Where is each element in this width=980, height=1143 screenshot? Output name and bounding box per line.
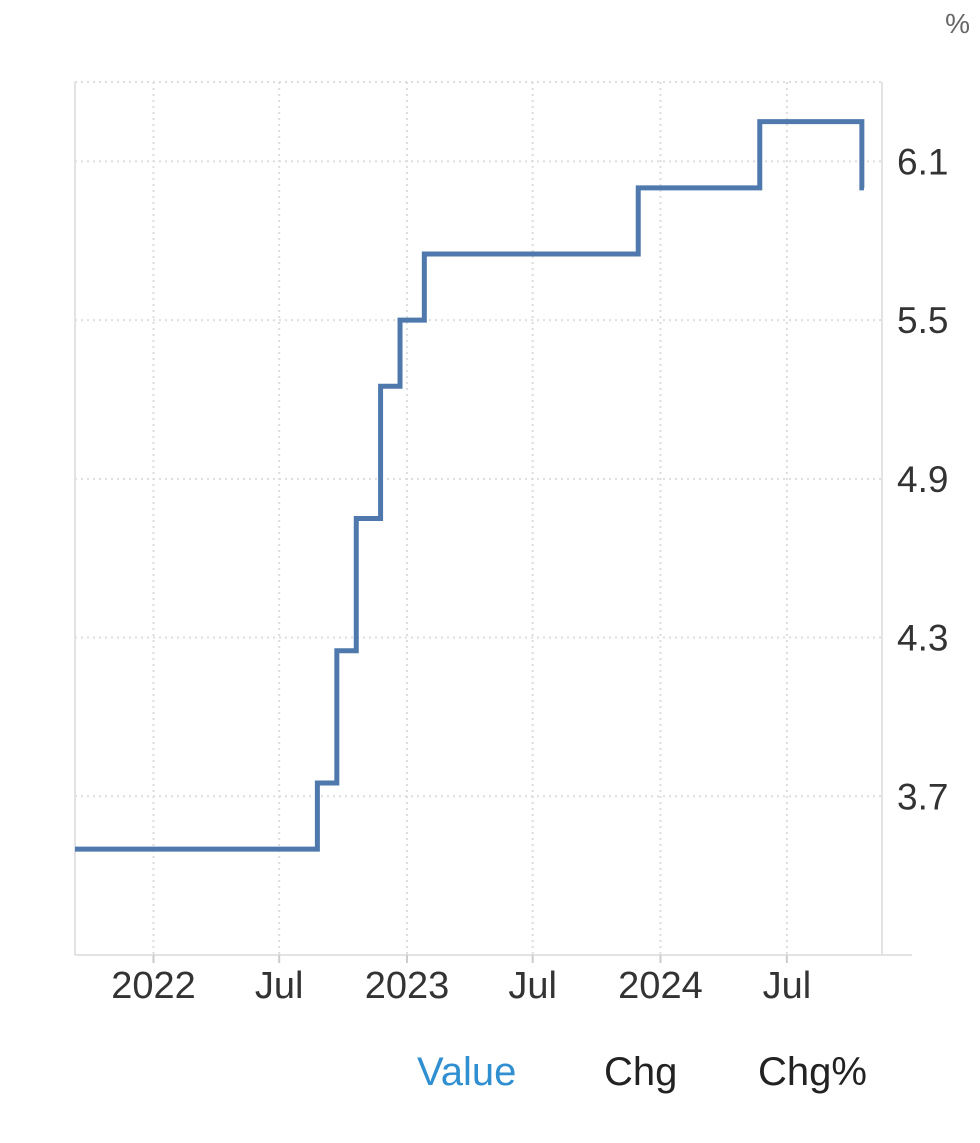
x-tick-label: Jul <box>508 965 557 1007</box>
y-tick-label: 5.5 <box>897 300 948 341</box>
policy-rate-chart: 2022 Jul 2023 Jul 2024 Jul 3.7 4.3 4.9 5.5 6.1 % <box>74 8 970 1007</box>
x-tick-label: Jul <box>255 965 304 1007</box>
chart-axes <box>74 82 912 956</box>
x-tick-label: 2023 <box>365 965 450 1007</box>
y-unit-label: % <box>945 8 970 39</box>
x-tick-label: 2022 <box>111 965 196 1007</box>
tab-value[interactable]: Value <box>417 1050 517 1094</box>
y-tick-label: 6.1 <box>897 141 948 182</box>
y-tick-label: 4.9 <box>897 459 948 500</box>
tab-chg[interactable]: Chg <box>604 1050 678 1094</box>
chart-series <box>75 119 865 852</box>
chart-grid <box>75 81 882 955</box>
x-tick-label: Jul <box>763 965 812 1007</box>
series-mode-tabs: Value Chg Chg% <box>0 1050 980 1110</box>
tab-chg-percent[interactable]: Chg% <box>758 1050 867 1094</box>
y-axis-ticks: 3.7 4.3 4.9 5.5 6.1 <box>897 141 948 817</box>
x-axis-ticks: 2022 Jul 2023 Jul 2024 Jul <box>111 955 811 1007</box>
series-line <box>75 119 865 852</box>
y-tick-label: 4.3 <box>897 618 948 659</box>
y-tick-label: 3.7 <box>897 776 948 817</box>
x-tick-label: 2024 <box>618 965 703 1007</box>
